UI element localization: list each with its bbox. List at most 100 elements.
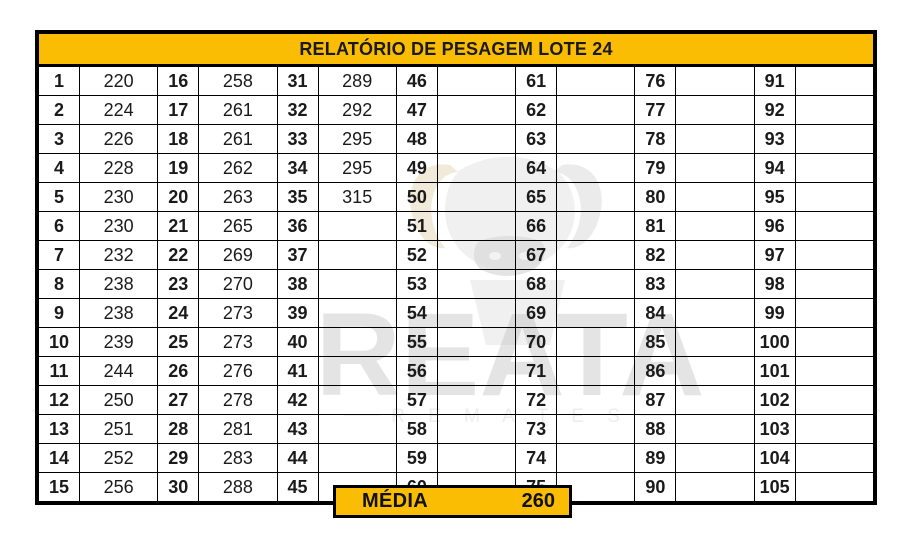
entry-weight-cell[interactable] xyxy=(436,356,517,386)
entry-weight-cell[interactable]: 269 xyxy=(198,240,278,270)
entry-weight-cell[interactable] xyxy=(436,211,517,241)
entry-weight-cell[interactable] xyxy=(675,211,755,241)
entry-weight-cell[interactable]: 244 xyxy=(79,356,159,386)
entry-weight-cell[interactable] xyxy=(556,182,636,212)
entry-weight-cell[interactable]: 289 xyxy=(317,65,397,96)
entry-weight-cell[interactable] xyxy=(556,95,636,125)
entry-weight-cell[interactable] xyxy=(436,414,517,444)
entry-weight-cell[interactable] xyxy=(436,153,517,183)
entry-weight-cell[interactable] xyxy=(794,298,875,328)
entry-weight-cell[interactable] xyxy=(675,414,755,444)
entry-weight-cell[interactable] xyxy=(794,182,875,212)
entry-weight-cell[interactable]: 292 xyxy=(317,95,397,125)
entry-weight-cell[interactable] xyxy=(794,269,875,299)
entry-weight-cell[interactable]: 230 xyxy=(79,211,159,241)
entry-weight-cell[interactable]: 295 xyxy=(317,153,397,183)
entry-weight-cell[interactable]: 230 xyxy=(79,182,159,212)
entry-weight-cell[interactable] xyxy=(556,65,636,96)
entry-weight-cell[interactable]: 315 xyxy=(317,182,397,212)
entry-weight-cell[interactable]: 251 xyxy=(79,414,159,444)
entry-weight-cell[interactable] xyxy=(436,298,517,328)
entry-weight-cell[interactable] xyxy=(556,124,636,154)
entry-weight-cell[interactable] xyxy=(436,385,517,415)
entry-weight-cell[interactable] xyxy=(794,240,875,270)
entry-weight-cell[interactable] xyxy=(675,269,755,299)
entry-weight-cell[interactable] xyxy=(794,124,875,154)
entry-weight-cell[interactable] xyxy=(436,327,517,357)
entry-weight-cell[interactable] xyxy=(317,211,397,241)
entry-weight-cell[interactable] xyxy=(436,443,517,473)
entry-weight-cell[interactable]: 288 xyxy=(198,472,278,502)
entry-weight-cell[interactable] xyxy=(556,298,636,328)
entry-weight-cell[interactable] xyxy=(556,327,636,357)
entry-weight-cell[interactable]: 250 xyxy=(79,385,159,415)
entry-weight-cell[interactable] xyxy=(436,65,517,96)
entry-weight-cell[interactable] xyxy=(675,356,755,386)
entry-weight-cell[interactable] xyxy=(675,153,755,183)
entry-weight-cell[interactable] xyxy=(675,65,755,96)
entry-weight-cell[interactable] xyxy=(794,65,875,96)
entry-weight-cell[interactable]: 273 xyxy=(198,327,278,357)
entry-weight-cell[interactable] xyxy=(317,385,397,415)
entry-weight-cell[interactable] xyxy=(794,95,875,125)
entry-weight-cell[interactable]: 238 xyxy=(79,298,159,328)
entry-weight-cell[interactable] xyxy=(675,124,755,154)
entry-weight-cell[interactable] xyxy=(794,327,875,357)
entry-weight-cell[interactable] xyxy=(675,443,755,473)
entry-weight-cell[interactable] xyxy=(317,240,397,270)
entry-weight-cell[interactable] xyxy=(317,327,397,357)
entry-weight-cell[interactable] xyxy=(436,124,517,154)
entry-weight-cell[interactable] xyxy=(556,443,636,473)
entry-weight-cell[interactable]: 261 xyxy=(198,95,278,125)
entry-weight-cell[interactable]: 258 xyxy=(198,65,278,96)
entry-weight-cell[interactable] xyxy=(794,153,875,183)
entry-weight-cell[interactable]: 228 xyxy=(79,153,159,183)
entry-weight-cell[interactable] xyxy=(317,443,397,473)
entry-weight-cell[interactable] xyxy=(675,472,755,502)
entry-weight-cell[interactable] xyxy=(794,356,875,386)
entry-weight-cell[interactable] xyxy=(794,414,875,444)
entry-weight-cell[interactable]: 283 xyxy=(198,443,278,473)
entry-weight-cell[interactable]: 232 xyxy=(79,240,159,270)
entry-weight-cell[interactable] xyxy=(794,472,875,502)
entry-weight-cell[interactable]: 256 xyxy=(79,472,159,502)
entry-weight-cell[interactable] xyxy=(556,240,636,270)
entry-weight-cell[interactable]: 220 xyxy=(79,65,159,96)
entry-weight-cell[interactable] xyxy=(794,443,875,473)
entry-weight-cell[interactable] xyxy=(556,356,636,386)
entry-weight-cell[interactable] xyxy=(436,182,517,212)
entry-weight-cell[interactable]: 295 xyxy=(317,124,397,154)
entry-weight-cell[interactable] xyxy=(556,211,636,241)
entry-weight-cell[interactable] xyxy=(794,385,875,415)
entry-weight-cell[interactable]: 239 xyxy=(79,327,159,357)
entry-weight-cell[interactable]: 281 xyxy=(198,414,278,444)
entry-weight-cell[interactable] xyxy=(317,298,397,328)
entry-weight-cell[interactable]: 238 xyxy=(79,269,159,299)
entry-weight-cell[interactable] xyxy=(317,356,397,386)
entry-weight-cell[interactable] xyxy=(675,95,755,125)
entry-weight-cell[interactable] xyxy=(556,414,636,444)
entry-weight-cell[interactable] xyxy=(675,298,755,328)
entry-weight-cell[interactable]: 263 xyxy=(198,182,278,212)
entry-weight-cell[interactable] xyxy=(436,95,517,125)
entry-weight-cell[interactable]: 265 xyxy=(198,211,278,241)
entry-weight-cell[interactable] xyxy=(556,269,636,299)
entry-weight-cell[interactable] xyxy=(436,240,517,270)
entry-weight-cell[interactable]: 276 xyxy=(198,356,278,386)
entry-weight-cell[interactable] xyxy=(675,327,755,357)
entry-weight-cell[interactable]: 262 xyxy=(198,153,278,183)
entry-weight-cell[interactable] xyxy=(675,240,755,270)
entry-weight-cell[interactable] xyxy=(675,182,755,212)
entry-weight-cell[interactable] xyxy=(317,414,397,444)
entry-weight-cell[interactable] xyxy=(794,211,875,241)
entry-weight-cell[interactable] xyxy=(436,269,517,299)
entry-weight-cell[interactable]: 261 xyxy=(198,124,278,154)
entry-weight-cell[interactable]: 252 xyxy=(79,443,159,473)
entry-weight-cell[interactable] xyxy=(556,385,636,415)
entry-weight-cell[interactable]: 224 xyxy=(79,95,159,125)
entry-weight-cell[interactable]: 226 xyxy=(79,124,159,154)
entry-weight-cell[interactable]: 278 xyxy=(198,385,278,415)
entry-weight-cell[interactable]: 273 xyxy=(198,298,278,328)
entry-weight-cell[interactable]: 270 xyxy=(198,269,278,299)
entry-weight-cell[interactable] xyxy=(556,153,636,183)
